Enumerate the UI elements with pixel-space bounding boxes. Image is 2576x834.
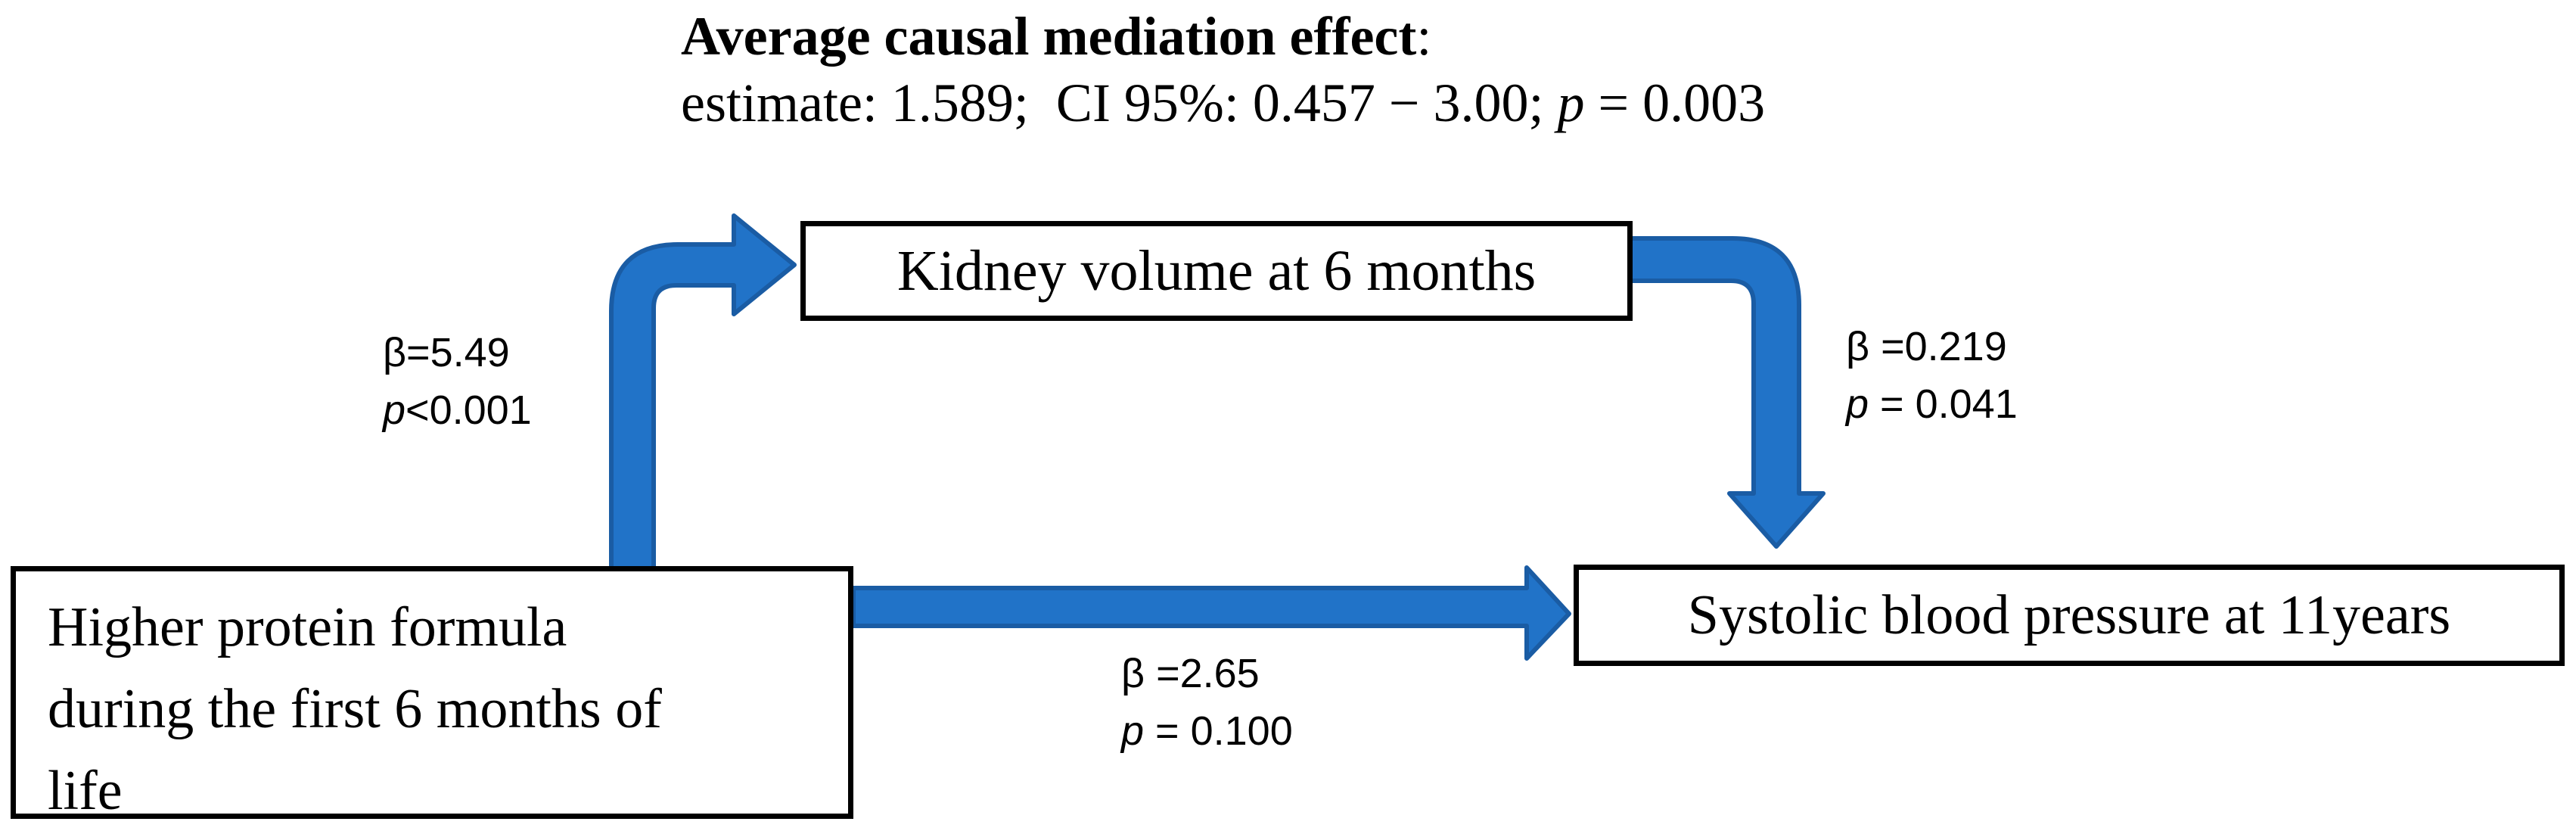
- beta-value: β =2.65: [1121, 651, 1260, 696]
- title-p-value: = 0.003: [1584, 73, 1766, 133]
- label-mediator-to-outcome: β =0.219 p = 0.041: [1846, 318, 2018, 433]
- p-value: p<0.001: [383, 387, 532, 433]
- title-estimate-text: estimate: 1.589; CI 95%: 0.457 − 3.00;: [681, 73, 1558, 133]
- p-value: p = 0.100: [1121, 708, 1293, 754]
- label-exposure-to-outcome: β =2.65 p = 0.100: [1121, 645, 1293, 760]
- title-line-1: Average causal mediation effect:: [681, 3, 1765, 70]
- arrow-exposure-to-mediator: [609, 213, 797, 571]
- title-bold-text: Average causal mediation effect: [681, 6, 1417, 67]
- arrow-exposure-to-outcome: [851, 565, 1571, 661]
- title-p-symbol: p: [1557, 73, 1585, 133]
- diagram-title: Average causal mediation effect: estimat…: [681, 3, 1765, 136]
- beta-value: β =0.219: [1846, 324, 2007, 369]
- p-value: p = 0.041: [1846, 381, 2018, 427]
- title-line-2: estimate: 1.589; CI 95%: 0.457 − 3.00; p…: [681, 70, 1765, 136]
- node-mediator: Kidney volume at 6 months: [800, 221, 1633, 321]
- arrow-mediator-to-outcome: [1628, 236, 1826, 549]
- title-colon: :: [1416, 6, 1432, 67]
- beta-value: β=5.49: [383, 330, 510, 375]
- node-exposure: Higher protein formula during the first …: [11, 566, 853, 822]
- node-outcome: Systolic blood pressure at 11years: [1574, 565, 2565, 666]
- label-exposure-to-mediator: β=5.49 p<0.001: [383, 324, 532, 439]
